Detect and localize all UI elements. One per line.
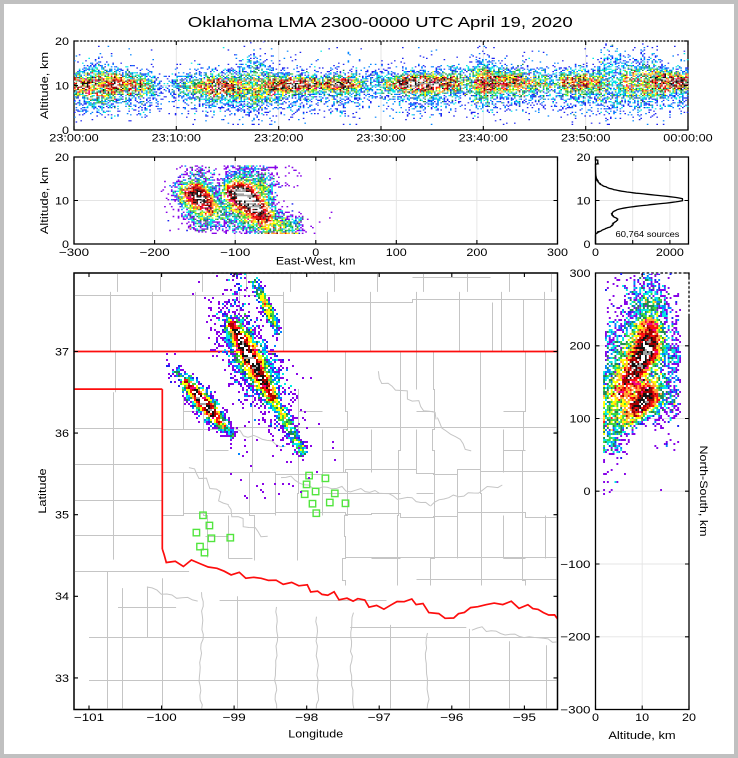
svg-text:−200: −200 [560, 632, 590, 644]
svg-text:300: 300 [570, 268, 591, 280]
svg-text:−100: −100 [560, 559, 590, 571]
svg-text:20: 20 [55, 152, 69, 164]
svg-text:23:10:00: 23:10:00 [152, 133, 201, 145]
svg-text:Altitude, km: Altitude, km [608, 730, 675, 742]
svg-text:0: 0 [312, 247, 319, 259]
svg-text:−300: −300 [560, 704, 590, 716]
svg-text:37: 37 [55, 346, 69, 358]
svg-text:Altitude, km: Altitude, km [39, 52, 51, 119]
svg-text:−100: −100 [147, 712, 177, 724]
svg-text:34: 34 [55, 591, 69, 603]
svg-text:36: 36 [55, 428, 69, 440]
svg-text:Latitude: Latitude [37, 468, 49, 513]
svg-text:10: 10 [577, 195, 591, 207]
svg-text:−97: −97 [368, 712, 391, 724]
svg-text:10: 10 [55, 195, 69, 207]
svg-text:Longitude: Longitude [288, 729, 343, 741]
svg-text:0: 0 [584, 239, 591, 251]
svg-text:North-South, km: North-South, km [697, 446, 709, 537]
svg-text:23:00:00: 23:00:00 [49, 133, 98, 145]
svg-text:0: 0 [62, 125, 69, 137]
svg-text:20: 20 [577, 152, 591, 164]
svg-text:0: 0 [62, 239, 69, 251]
svg-text:2000: 2000 [656, 247, 684, 259]
svg-text:−101: −101 [74, 712, 104, 724]
svg-text:−99: −99 [223, 712, 246, 724]
svg-text:23:50:00: 23:50:00 [561, 133, 610, 145]
svg-text:0: 0 [592, 247, 599, 259]
svg-text:−300: −300 [59, 247, 89, 259]
svg-text:Altitude, km: Altitude, km [39, 167, 51, 234]
svg-text:10: 10 [635, 712, 649, 724]
svg-text:20: 20 [682, 712, 696, 724]
svg-text:0: 0 [584, 486, 591, 498]
svg-text:Oklahoma LMA 2300-0000 UTC Apr: Oklahoma LMA 2300-0000 UTC April 19, 202… [188, 14, 573, 31]
svg-text:−200: −200 [140, 247, 170, 259]
svg-text:00:00:00: 00:00:00 [663, 133, 712, 145]
svg-text:0: 0 [592, 712, 599, 724]
svg-text:23:20:00: 23:20:00 [254, 133, 303, 145]
svg-text:35: 35 [55, 510, 69, 522]
svg-text:20: 20 [55, 36, 69, 48]
svg-text:23:40:00: 23:40:00 [459, 133, 508, 145]
svg-text:10: 10 [55, 80, 69, 92]
svg-text:23:30:00: 23:30:00 [356, 133, 405, 145]
svg-text:−96: −96 [440, 712, 463, 724]
svg-text:100: 100 [570, 413, 591, 425]
svg-text:200: 200 [466, 247, 487, 259]
svg-text:−98: −98 [295, 712, 318, 724]
svg-text:100: 100 [386, 247, 407, 259]
svg-text:200: 200 [570, 341, 591, 353]
svg-text:East-West, km: East-West, km [276, 255, 356, 267]
svg-text:−95: −95 [513, 712, 536, 724]
svg-text:300: 300 [547, 247, 568, 259]
svg-text:60,764 sources: 60,764 sources [616, 229, 680, 239]
svg-text:−100: −100 [220, 247, 250, 259]
svg-text:33: 33 [55, 673, 69, 685]
